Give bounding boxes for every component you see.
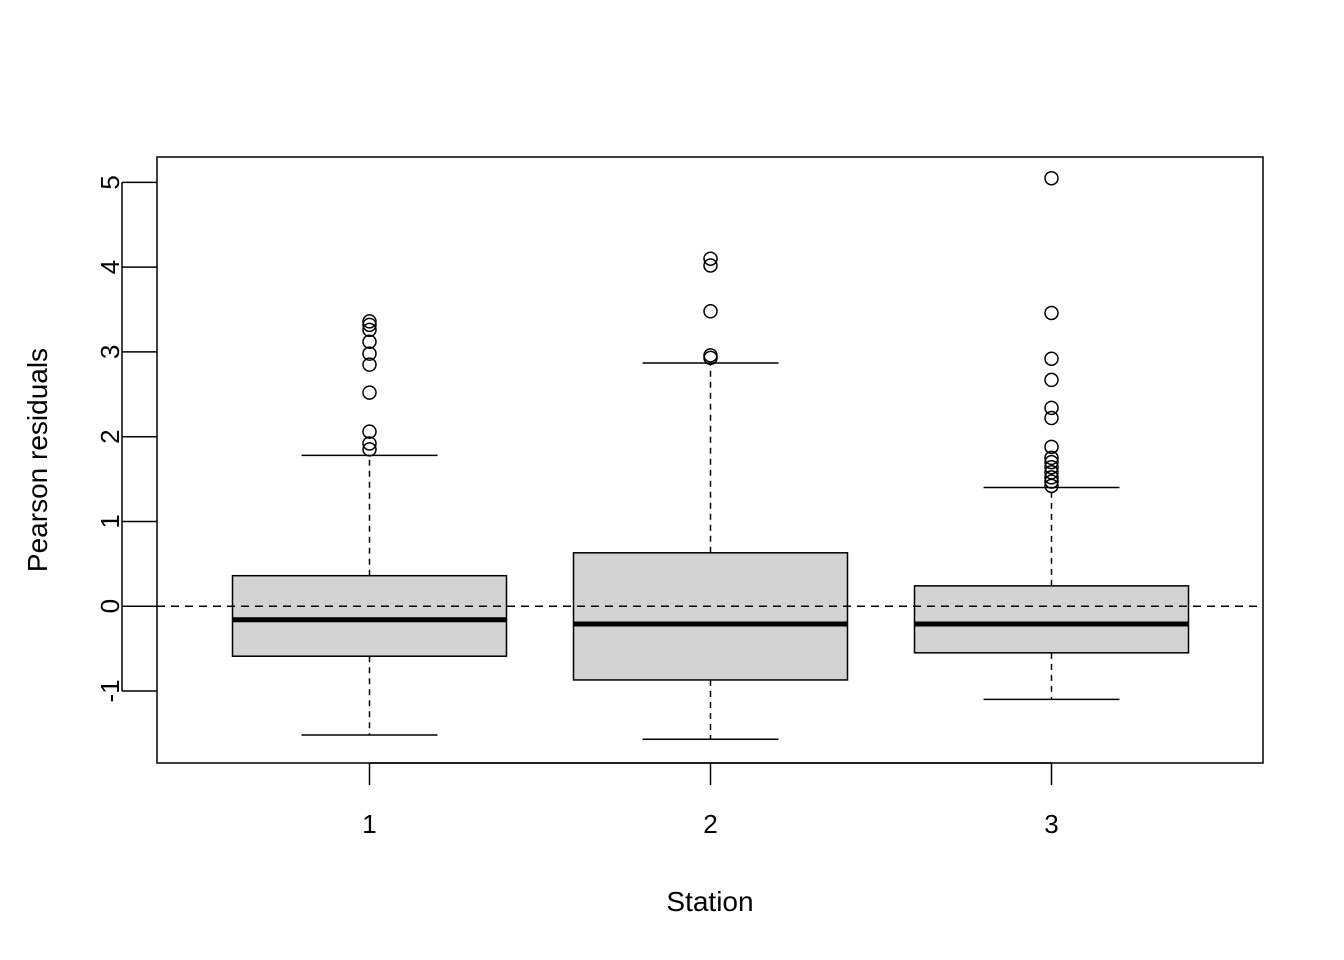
- x-axis-title: Station: [666, 886, 753, 917]
- outlier-point: [362, 442, 377, 457]
- y-axis: -1 0 1 2 3 4 5: [95, 175, 157, 703]
- iqr-box: [913, 585, 1190, 654]
- outlier-point: [1044, 410, 1059, 426]
- outlier-point: [362, 322, 377, 338]
- outlier-point: [703, 258, 718, 273]
- outlier-point: [362, 346, 377, 361]
- y-tick-label: 0: [95, 599, 125, 613]
- outlier-point: [362, 385, 377, 400]
- outlier-point: [703, 251, 718, 266]
- x-tick-label: 2: [703, 809, 717, 839]
- y-tick-label: 5: [95, 175, 125, 189]
- y-tick-label: 3: [95, 345, 125, 359]
- outlier-point: [1044, 400, 1059, 416]
- outlier-point: [1044, 459, 1059, 475]
- box-station-1: [231, 314, 508, 736]
- outlier-point: [1044, 470, 1059, 485]
- y-axis-title: Pearson residuals: [22, 348, 53, 572]
- outlier-point: [362, 424, 377, 439]
- outlier-point: [362, 357, 377, 372]
- outlier-point: [1044, 170, 1059, 186]
- outlier-point: [362, 314, 377, 329]
- outlier-point: [1044, 372, 1059, 388]
- x-tick-label: 1: [362, 809, 376, 839]
- box-station-3: [913, 170, 1190, 701]
- outlier-point: [362, 317, 377, 333]
- iqr-box: [231, 574, 508, 657]
- boxes-layer: [157, 170, 1263, 741]
- y-tick-label: 2: [95, 429, 125, 443]
- outlier-point: [703, 348, 718, 363]
- outlier-point: [1044, 474, 1059, 489]
- outlier-point: [1044, 305, 1059, 321]
- outlier-point: [362, 436, 377, 451]
- plot-frame: [156, 156, 1264, 764]
- outlier-point: [1044, 450, 1059, 466]
- outlier-point: [1044, 454, 1059, 470]
- x-axis: 1 2 3: [362, 762, 1059, 839]
- y-tick-label: 4: [95, 260, 125, 274]
- x-tick-label: 3: [1044, 809, 1058, 839]
- outlier-point: [1044, 439, 1059, 455]
- y-tick-label: 1: [95, 514, 125, 528]
- outlier-point: [703, 304, 718, 319]
- iqr-box: [572, 552, 849, 681]
- outlier-point: [362, 334, 377, 350]
- outlier-point: [1044, 465, 1059, 480]
- y-tick-label: -1: [95, 679, 125, 702]
- outlier-point: [1044, 351, 1059, 366]
- box-station-2: [572, 251, 849, 741]
